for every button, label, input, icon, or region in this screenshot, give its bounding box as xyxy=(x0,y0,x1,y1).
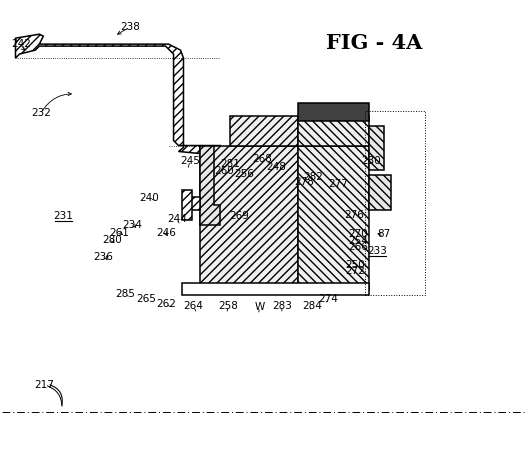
Polygon shape xyxy=(230,116,298,146)
Text: 260: 260 xyxy=(214,166,234,176)
Text: FIG - 4A: FIG - 4A xyxy=(326,33,422,53)
Polygon shape xyxy=(185,197,201,210)
Text: 238: 238 xyxy=(120,22,140,32)
Bar xyxy=(370,175,391,210)
Text: 256: 256 xyxy=(234,169,254,179)
Text: 242: 242 xyxy=(12,40,32,49)
Text: 217: 217 xyxy=(35,380,54,390)
Text: 232: 232 xyxy=(31,108,51,118)
Text: 258: 258 xyxy=(219,301,238,312)
Text: 262: 262 xyxy=(156,299,176,309)
Text: 274: 274 xyxy=(318,294,338,304)
Text: 233: 233 xyxy=(367,246,388,257)
Text: 284: 284 xyxy=(303,301,322,312)
Text: 281: 281 xyxy=(220,159,240,169)
Bar xyxy=(298,103,370,121)
Text: 230: 230 xyxy=(362,156,381,166)
Text: 268: 268 xyxy=(252,154,272,165)
Bar xyxy=(183,283,370,295)
Text: 272: 272 xyxy=(345,266,365,276)
Text: 265: 265 xyxy=(137,293,156,304)
Text: W: W xyxy=(254,302,265,312)
Text: 244: 244 xyxy=(167,213,187,224)
Text: 280: 280 xyxy=(102,235,121,246)
Text: 261: 261 xyxy=(110,228,129,238)
Polygon shape xyxy=(183,190,192,220)
Text: 231: 231 xyxy=(53,211,73,221)
Text: 245: 245 xyxy=(181,156,201,166)
Text: 236: 236 xyxy=(93,252,114,262)
Text: 285: 285 xyxy=(116,288,135,299)
Text: 270: 270 xyxy=(348,229,369,239)
Polygon shape xyxy=(370,126,384,170)
Text: 254: 254 xyxy=(348,236,369,246)
Polygon shape xyxy=(298,146,370,290)
Text: 278: 278 xyxy=(294,177,314,187)
Text: 240: 240 xyxy=(140,193,159,203)
Polygon shape xyxy=(201,146,298,290)
Text: 276: 276 xyxy=(344,210,364,220)
Polygon shape xyxy=(298,116,370,146)
Polygon shape xyxy=(201,146,220,225)
Text: 250: 250 xyxy=(345,260,365,270)
Text: 269: 269 xyxy=(229,211,249,221)
Text: 87: 87 xyxy=(377,229,390,239)
Text: 277: 277 xyxy=(328,179,348,189)
Text: 264: 264 xyxy=(184,301,204,312)
Polygon shape xyxy=(15,34,220,155)
Text: 282: 282 xyxy=(303,172,323,181)
Text: 246: 246 xyxy=(156,228,176,238)
Text: 283: 283 xyxy=(272,301,292,312)
Bar xyxy=(365,111,425,295)
Text: 266: 266 xyxy=(348,242,369,252)
Text: 234: 234 xyxy=(122,220,142,230)
Text: 248: 248 xyxy=(267,162,287,173)
